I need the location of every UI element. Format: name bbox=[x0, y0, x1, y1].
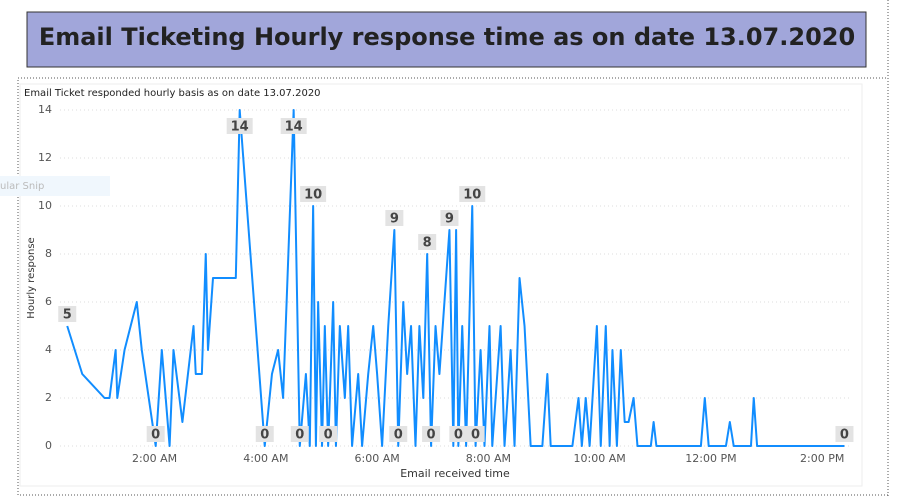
y-tick-label: 10 bbox=[38, 199, 52, 212]
data-label: 8 bbox=[423, 236, 432, 251]
data-label-box bbox=[385, 210, 404, 226]
x-tick-label: 8:00 AM bbox=[466, 452, 511, 465]
data-label: 0 bbox=[840, 428, 849, 443]
data-label: 9 bbox=[390, 212, 399, 227]
data-label-box bbox=[290, 426, 309, 442]
data-label: 10 bbox=[304, 188, 322, 203]
y-tick-label: 4 bbox=[45, 343, 52, 356]
y-tick-label: 0 bbox=[45, 439, 52, 452]
data-label: 9 bbox=[445, 212, 454, 227]
data-label: 14 bbox=[231, 120, 249, 135]
overlay-text: ular Snip bbox=[0, 181, 44, 192]
x-tick-label: 6:00 AM bbox=[355, 452, 400, 465]
data-label: 0 bbox=[454, 428, 463, 443]
y-tick-label: 8 bbox=[45, 247, 52, 260]
data-label-box bbox=[255, 426, 274, 442]
x-tick-label: 10:00 AM bbox=[574, 452, 626, 465]
chart-title: Email Ticket responded hourly basis as o… bbox=[24, 88, 321, 99]
data-label-box bbox=[440, 210, 459, 226]
y-tick-label: 12 bbox=[38, 151, 52, 164]
data-label-box bbox=[58, 306, 77, 322]
data-label: 0 bbox=[295, 428, 304, 443]
data-label: 10 bbox=[463, 188, 481, 203]
data-label: 0 bbox=[427, 428, 436, 443]
data-label: 0 bbox=[394, 428, 403, 443]
data-label-box bbox=[449, 426, 468, 442]
x-tick-label: 2:00 PM bbox=[800, 452, 844, 465]
data-label-box bbox=[226, 118, 253, 134]
y-axis-title: Hourly response bbox=[26, 237, 37, 318]
data-label-box bbox=[422, 426, 441, 442]
x-axis-title: Email received time bbox=[400, 467, 510, 480]
data-label-box bbox=[418, 234, 437, 250]
x-tick-label: 2:00 AM bbox=[132, 452, 177, 465]
data-label: 5 bbox=[63, 308, 72, 323]
visual-border bbox=[17, 77, 889, 496]
data-label-box bbox=[280, 118, 307, 134]
data-label: 0 bbox=[471, 428, 480, 443]
data-label-box bbox=[300, 186, 327, 202]
header-title: Email Ticketing Hourly response time as … bbox=[39, 23, 855, 51]
data-label-box bbox=[389, 426, 408, 442]
data-label-box bbox=[466, 426, 485, 442]
data-label-box bbox=[459, 186, 486, 202]
data-label-box bbox=[319, 426, 338, 442]
x-tick-label: 4:00 AM bbox=[243, 452, 288, 465]
y-tick-label: 6 bbox=[45, 295, 52, 308]
chart-card bbox=[19, 83, 863, 487]
overlay-box bbox=[0, 176, 110, 196]
line bbox=[66, 109, 845, 447]
data-label: 0 bbox=[324, 428, 333, 443]
data-label-box bbox=[146, 426, 165, 442]
data-label: 0 bbox=[260, 428, 269, 443]
data-label: 0 bbox=[151, 428, 160, 443]
data-label: 14 bbox=[285, 120, 303, 135]
header-box bbox=[26, 11, 867, 68]
y-tick-label: 2 bbox=[45, 391, 52, 404]
data-label-box bbox=[835, 426, 854, 442]
y-tick-label: 14 bbox=[38, 103, 52, 116]
x-tick-label: 12:00 PM bbox=[685, 452, 736, 465]
